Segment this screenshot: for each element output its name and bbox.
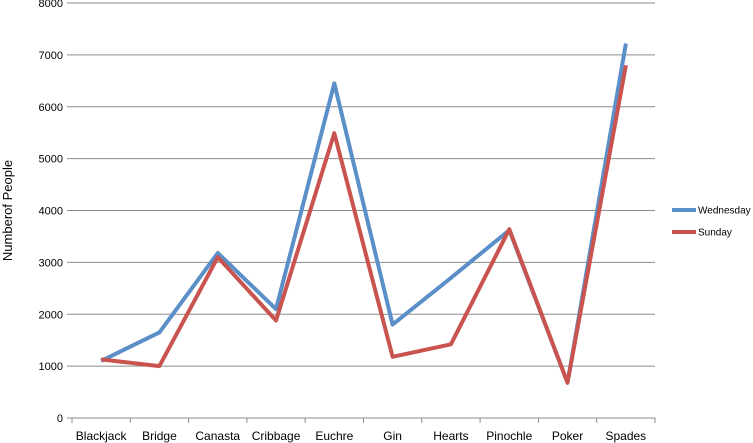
- y-tick-label: 2000: [39, 309, 63, 321]
- x-tick-label: Euchre: [315, 429, 353, 443]
- x-tick-label: Canasta: [195, 429, 240, 443]
- x-axis-ticks: Blackjack Bridge Canasta Cribbage Euchre Gin H…: [71, 418, 656, 443]
- x-tick-label: Spades: [605, 429, 646, 443]
- y-tick-label: 7000: [39, 50, 63, 62]
- legend-label: Wednesday: [698, 206, 751, 217]
- y-tick-label: 5000: [39, 154, 63, 166]
- x-tick-label: Poker: [552, 429, 583, 443]
- x-tick-label: Pinochle: [486, 429, 532, 443]
- x-tick-label: Cribbage: [252, 429, 301, 443]
- x-tick-label: Gin: [383, 429, 402, 443]
- y-tick-label: 1000: [39, 361, 63, 373]
- y-tick-label: 6000: [39, 102, 63, 114]
- y-axis-ticks: 0 1000 2000 3000 4000 5000 6000 7000 8000: [39, 0, 72, 425]
- y-axis-label: Numberof People: [0, 160, 15, 261]
- y-tick-label: 4000: [39, 206, 63, 218]
- series-line-sunday: [100, 64, 628, 385]
- y-tick-label: 8000: [39, 0, 63, 10]
- series-lines: [100, 43, 628, 385]
- legend-label: Sunday: [698, 228, 732, 239]
- legend: Wednesday Sunday: [672, 206, 751, 239]
- y-tick-label: 0: [57, 413, 63, 425]
- x-tick-label: Bridge: [142, 429, 177, 443]
- x-tick-label: Blackjack: [76, 429, 128, 443]
- x-tick-label: Hearts: [433, 429, 468, 443]
- y-tick-label: 3000: [39, 257, 63, 269]
